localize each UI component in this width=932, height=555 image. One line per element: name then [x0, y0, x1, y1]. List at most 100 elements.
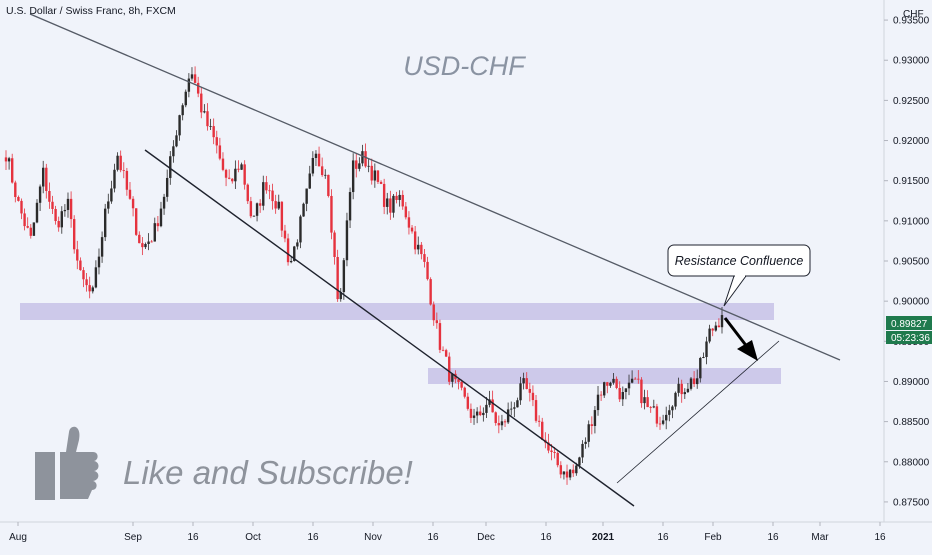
candle-body	[128, 189, 132, 199]
candle-body	[141, 243, 144, 248]
candle-body	[603, 382, 606, 396]
candle-down	[138, 231, 141, 244]
candles-layer	[4, 66, 724, 485]
x-tick-label: Mar	[811, 532, 829, 543]
candle-body	[45, 167, 48, 192]
y-tick-label: 0.93500	[893, 16, 930, 27]
candle-body	[702, 357, 705, 359]
candle-up	[516, 397, 519, 408]
candle-down	[435, 312, 439, 329]
candle-down	[88, 276, 91, 299]
candle-body	[429, 279, 432, 305]
resistance-zone-upper[interactable]	[20, 303, 774, 320]
candle-up	[184, 89, 187, 108]
ascending-support-trendline[interactable]	[616, 340, 780, 484]
candle-down	[497, 415, 501, 434]
candle-body	[88, 285, 91, 292]
y-tick-label: 0.90000	[893, 297, 930, 308]
candle-down	[541, 417, 544, 441]
candle-down	[218, 137, 222, 161]
candle-body	[258, 203, 262, 206]
candle-body	[32, 222, 36, 236]
time-axis[interactable]: Aug Sep 16 Oct 16 Nov 16 Dec 16 2021 16 Feb 16 Mar 16	[0, 521, 932, 543]
candle-up	[289, 256, 293, 264]
candle-body	[432, 304, 435, 321]
descending-channel-support-trendline[interactable]	[144, 149, 635, 507]
candle-down	[333, 230, 336, 265]
candle-up	[144, 242, 147, 249]
candle-body	[692, 378, 696, 385]
candle-down	[448, 352, 451, 386]
candle-down	[268, 184, 271, 200]
candle-body	[531, 392, 535, 401]
candle-down	[26, 217, 29, 229]
candle-body	[320, 166, 324, 176]
candle-body	[190, 74, 194, 79]
candle-body	[107, 201, 110, 209]
candle-up	[311, 151, 315, 177]
candle-body	[162, 196, 166, 209]
x-tick-label: Nov	[364, 532, 382, 543]
candle-up	[7, 156, 11, 170]
candle-body	[60, 211, 63, 228]
x-tick-label: 16	[540, 532, 552, 543]
candle-up	[621, 386, 625, 406]
candle-body	[516, 400, 519, 408]
candle-up	[308, 165, 311, 189]
trendlines-layer	[29, 13, 841, 507]
candle-down	[534, 395, 538, 423]
candle-body	[314, 153, 318, 159]
candle-body	[705, 341, 708, 358]
y-tick-label: 0.91000	[893, 216, 930, 227]
candle-down	[634, 377, 637, 380]
candle-up	[190, 67, 194, 81]
candle-down	[407, 211, 411, 235]
resistance-zone-lower[interactable]	[428, 368, 781, 384]
candle-body	[26, 226, 29, 228]
candle-up	[147, 233, 150, 251]
candle-up	[522, 372, 525, 390]
candle-body	[699, 358, 702, 379]
candle-body	[35, 202, 39, 223]
candle-up	[153, 217, 156, 242]
candle-body	[10, 158, 14, 183]
candle-body	[615, 378, 618, 388]
candle-up	[386, 192, 389, 215]
candle-down	[119, 150, 122, 173]
candle-up	[519, 376, 522, 405]
candle-body	[76, 249, 79, 261]
candle-down	[637, 370, 640, 384]
candle-down	[444, 348, 448, 358]
candle-down	[376, 170, 380, 184]
candle-body	[38, 186, 42, 203]
candle-up	[451, 372, 454, 388]
candle-down	[221, 152, 225, 172]
candle-up	[624, 388, 628, 400]
resistance-callout[interactable]: Resistance Confluence	[667, 244, 811, 307]
candle-up	[103, 203, 107, 242]
candle-body	[417, 244, 420, 250]
candle-down	[249, 196, 253, 219]
candle-down	[640, 377, 643, 408]
candle-down	[206, 103, 209, 131]
candle-down	[355, 153, 358, 178]
candle-up	[584, 437, 587, 449]
candle-body	[29, 227, 32, 236]
candle-up	[674, 391, 677, 410]
candle-up	[234, 160, 237, 189]
candle-body	[206, 111, 209, 127]
candle-up	[683, 388, 687, 399]
candle-body	[466, 396, 470, 409]
arrow-shaft	[723, 317, 750, 349]
candle-up	[510, 401, 513, 416]
candle-up	[677, 377, 680, 397]
candle-up	[661, 414, 665, 426]
candle-body	[336, 256, 339, 300]
candle-down	[457, 378, 460, 390]
candle-body	[696, 378, 699, 385]
candle-down	[4, 150, 8, 171]
descending-resistance-trendline[interactable]	[29, 13, 841, 361]
candle-body	[94, 267, 98, 288]
